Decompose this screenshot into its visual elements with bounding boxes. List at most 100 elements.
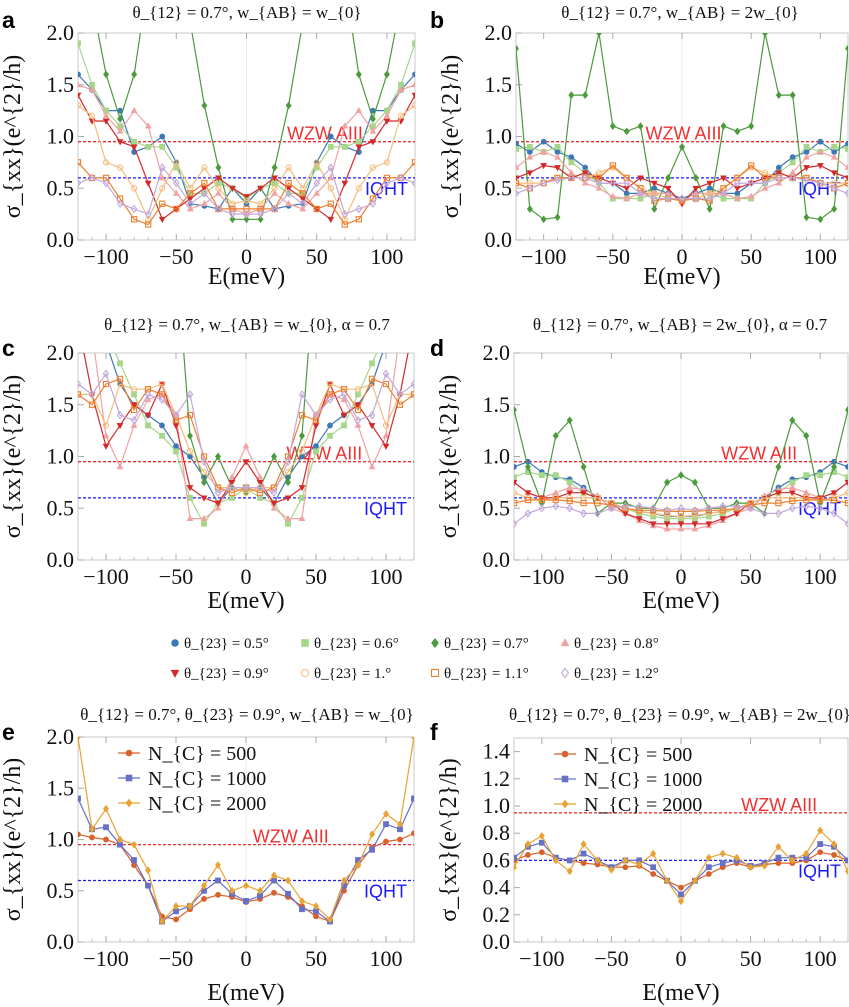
data-point (173, 159, 180, 166)
data-point (411, 159, 415, 166)
data-point (158, 174, 166, 181)
data-point (538, 503, 546, 513)
data-point (803, 175, 810, 185)
data-point (78, 81, 82, 88)
data-point (159, 133, 166, 140)
legend-marker (301, 639, 309, 647)
data-point (540, 148, 548, 155)
data-point (116, 410, 124, 420)
data-point (411, 178, 415, 188)
data-point (159, 200, 166, 207)
data-point (116, 139, 124, 146)
data-point (131, 138, 138, 145)
data-point (78, 40, 81, 47)
data-point (664, 194, 672, 203)
data-point (540, 163, 548, 170)
data-point (75, 299, 80, 304)
data-point (663, 506, 671, 515)
data-point (228, 483, 236, 492)
chart-title: θ_{12} = 0.7°, w_{AB} = w_{0}, α = 0.7 (104, 315, 390, 334)
data-point (327, 143, 334, 150)
y-tick-label: 1.0 (483, 444, 511, 469)
data-point (383, 70, 390, 79)
data-point (412, 71, 415, 78)
data-point (313, 902, 319, 910)
data-point (229, 209, 236, 219)
data-point (803, 165, 810, 172)
data-point (802, 501, 810, 511)
data-point (158, 380, 166, 388)
x-tick-label: 0 (241, 564, 252, 589)
x-tick-label: −100 (83, 564, 128, 589)
data-point (187, 902, 193, 910)
data-point (78, 831, 81, 838)
data-point (215, 891, 221, 898)
x-tick-label: 50 (740, 564, 762, 589)
data-point (131, 246, 136, 253)
data-point (215, 877, 221, 884)
data-point (201, 520, 207, 527)
data-point (775, 462, 782, 471)
data-point (173, 443, 179, 450)
data-point (117, 360, 123, 367)
data-point (609, 192, 617, 199)
data-point (271, 204, 278, 214)
data-point (368, 375, 376, 383)
data-point (383, 159, 391, 166)
data-point (677, 525, 685, 532)
data-point (844, 489, 848, 496)
data-point (75, 246, 80, 253)
data-point (285, 189, 292, 198)
data-point (845, 140, 848, 147)
data-point (789, 503, 796, 513)
x-tick-label: −50 (159, 946, 193, 971)
data-point (256, 483, 264, 492)
data-point (270, 504, 278, 511)
data-point (705, 864, 712, 871)
data-point (144, 390, 152, 399)
data-point (89, 319, 94, 324)
data-point (340, 390, 348, 399)
data-point (582, 91, 589, 99)
data-point (229, 494, 235, 501)
data-point (411, 299, 416, 304)
data-point (369, 830, 375, 839)
data-point (831, 205, 838, 213)
data-point (538, 839, 545, 846)
data-point (355, 216, 362, 223)
data-point (594, 499, 601, 507)
data-point (816, 148, 824, 155)
data-point (159, 432, 165, 439)
data-point (526, 143, 533, 150)
legend-label: N_{C} = 2000 (148, 793, 266, 815)
data-point (201, 881, 207, 890)
chart-title: θ_{12} = 0.7°, θ_{23} = 0.9°, w_{AB} = 2… (509, 705, 849, 724)
data-point (89, 834, 95, 841)
data-point (186, 448, 194, 455)
legend-marker (125, 774, 133, 782)
data-point (540, 215, 547, 224)
data-point (691, 521, 699, 528)
data-point (817, 472, 824, 479)
reference-line-label: WZW AIII (721, 444, 797, 464)
data-point (130, 144, 138, 151)
data-point (158, 216, 166, 224)
data-point (609, 162, 616, 169)
data-point (761, 184, 769, 191)
data-point (789, 416, 796, 425)
y-tick-label: 0.4 (483, 875, 511, 900)
data-point (817, 215, 824, 224)
y-tick-label: 2.0 (47, 20, 75, 45)
series-line (78, 166, 415, 215)
data-point (78, 737, 81, 741)
data-point (145, 246, 150, 253)
data-point (692, 194, 700, 203)
data-point (299, 494, 305, 501)
data-point (382, 432, 390, 439)
data-point (540, 178, 547, 188)
data-point (368, 423, 376, 430)
data-point (817, 826, 824, 835)
data-point (719, 849, 726, 858)
data-point (748, 162, 755, 169)
data-point (789, 497, 796, 505)
